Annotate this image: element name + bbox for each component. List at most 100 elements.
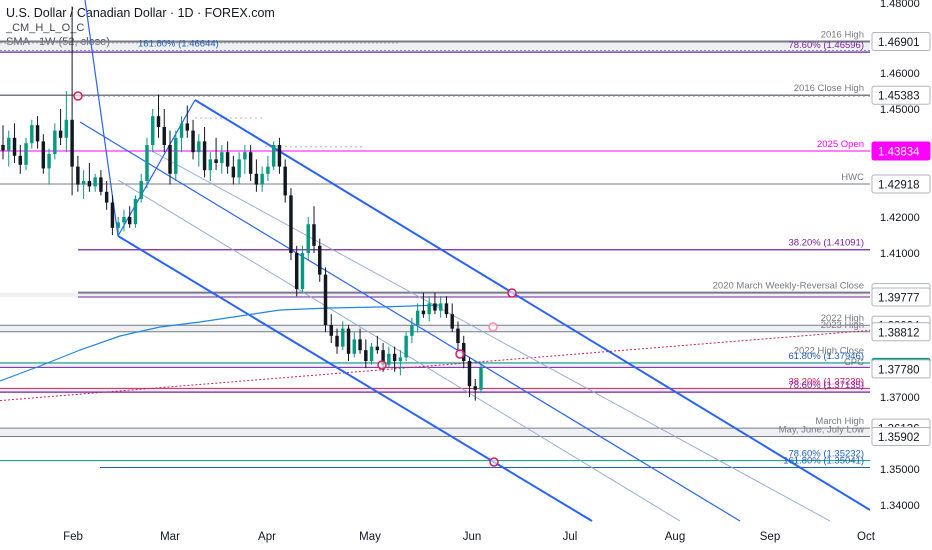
candle-body — [450, 314, 454, 329]
candle-body — [35, 125, 40, 142]
candle-body — [358, 339, 362, 351]
candle — [266, 155, 270, 181]
candle — [335, 328, 339, 354]
candle — [433, 292, 437, 315]
candle-body — [387, 353, 391, 365]
candle — [41, 134, 46, 174]
candle-body — [335, 335, 339, 347]
candle — [191, 119, 195, 160]
level-annotation: 78.60% (1.37135) — [788, 380, 864, 391]
candle — [375, 335, 380, 354]
candle — [70, 6, 74, 196]
level-annotation: 161.80% (1.35041) — [783, 456, 864, 467]
candle-body — [266, 166, 270, 174]
channel-upper — [194, 99, 871, 511]
time-tick-label: Oct — [857, 531, 876, 543]
price-badge-box — [871, 85, 931, 105]
candle-body — [473, 386, 477, 390]
candle — [260, 166, 264, 192]
candle — [202, 127, 207, 178]
candle — [352, 332, 357, 358]
candle — [369, 343, 374, 365]
level-annotation: 2022 High — [821, 313, 864, 324]
candle — [116, 217, 120, 235]
candle — [329, 314, 333, 343]
candle-body — [99, 177, 103, 192]
price-badge-label: 1.38812 — [878, 327, 920, 339]
candle — [220, 145, 224, 174]
channel-quarter — [117, 179, 681, 522]
candle-body — [151, 116, 155, 145]
candle-body — [87, 181, 92, 187]
candle — [254, 159, 259, 192]
candle-body — [375, 346, 380, 351]
level-annotation: 38.20% (1.37239) — [788, 376, 864, 387]
candle — [364, 339, 368, 369]
candle — [438, 296, 443, 318]
level-annotation: 2025 Open — [817, 139, 864, 150]
descending-channel — [79, 0, 871, 522]
candle — [174, 130, 178, 181]
candle-body — [300, 253, 305, 289]
price-badge: 1.43834 — [871, 141, 931, 161]
channel-quarter — [149, 149, 831, 522]
candle — [133, 195, 138, 228]
candle-body — [444, 303, 449, 315]
candle — [346, 325, 351, 361]
level-annotation: 161.80% (1.46644) — [138, 38, 219, 49]
price-badge-box — [871, 322, 931, 342]
candle-body — [110, 202, 115, 228]
time-axis[interactable]: Feb Mar Apr May Jun Jul Aug Sep Oct — [0, 523, 932, 550]
time-tick-label: Jun — [463, 531, 482, 543]
candle — [398, 350, 403, 376]
level-band — [0, 41, 870, 53]
level-annotation: March High — [815, 416, 864, 427]
candle-body — [7, 137, 11, 151]
candle-body — [145, 145, 149, 181]
level-annotation: 2020 March Weekly-Reversal Close — [713, 281, 864, 292]
price-badge-label: 1.45383 — [878, 91, 920, 103]
candle-body — [76, 166, 80, 185]
candle-body — [133, 199, 138, 225]
candle-body — [116, 222, 120, 228]
candle — [277, 137, 282, 174]
channel-lower — [117, 235, 593, 522]
candle — [179, 116, 184, 153]
time-tick-label: Aug — [665, 531, 685, 543]
level-lines — [0, 40, 871, 469]
candle-body — [415, 310, 420, 325]
time-tick-label: Apr — [258, 531, 276, 543]
chart-title: U.S. Dollar / Canadian Dollar · 1D · FOR… — [6, 6, 275, 20]
candle-body — [410, 325, 414, 336]
level-annotation: CPC — [844, 357, 864, 368]
price-badge-label: 1.46901 — [878, 37, 920, 49]
candle-body — [254, 173, 259, 185]
price-badge: 1.35902 — [871, 427, 931, 447]
candle — [151, 109, 155, 153]
candle — [318, 238, 322, 282]
candle — [392, 346, 397, 372]
candle — [231, 155, 236, 185]
price-badge-label: 1.43834 — [878, 146, 920, 158]
candle — [294, 245, 299, 297]
candle-body — [191, 130, 195, 153]
price-tick-label: 1.48000 — [880, 0, 920, 10]
candle — [214, 137, 218, 171]
candle-body — [283, 166, 287, 196]
candle — [300, 245, 305, 293]
price-badge: 1.42918 — [871, 174, 931, 194]
price-axis[interactable]: 1.480001.460001.450001.440001.420001.410… — [870, 0, 932, 550]
candle-body — [479, 367, 483, 390]
candle-body — [156, 116, 161, 127]
price-badge-box — [871, 427, 931, 447]
candle-body — [346, 328, 351, 354]
candle-body — [197, 141, 201, 153]
candle — [64, 91, 69, 153]
price-tick-label: 1.45000 — [880, 104, 920, 116]
candle — [387, 346, 391, 369]
touch-point-marker — [73, 91, 83, 101]
candle-body — [81, 181, 86, 185]
candle-body — [352, 339, 357, 354]
